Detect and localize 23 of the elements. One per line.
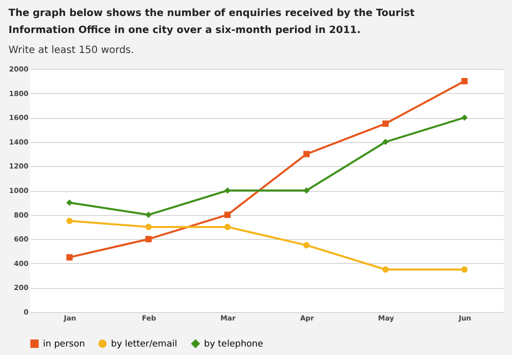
point: [382, 138, 389, 146]
point: [382, 120, 389, 127]
chart-subtitle: Write at least 150 words.: [8, 45, 134, 56]
point: [461, 78, 468, 84]
point: [224, 187, 231, 194]
point: [461, 266, 468, 273]
point: [382, 266, 389, 273]
point: [303, 187, 310, 194]
point: [66, 199, 73, 206]
legend-label: by telephone: [204, 340, 264, 350]
chart-title: The graph below shows the number of enquiries received by the Tourist Information Office in one city over a six-month period in 2011.: [8, 8, 415, 36]
point: [145, 212, 152, 218]
legend-label: in person: [43, 340, 85, 350]
point: [224, 212, 231, 218]
point: [66, 218, 73, 224]
legend-label: by letter/email: [111, 340, 178, 350]
point: [145, 224, 152, 230]
point: [461, 114, 468, 121]
point: [145, 236, 152, 242]
point: [66, 254, 73, 260]
point: [303, 242, 310, 248]
point: [224, 224, 231, 230]
point: [303, 150, 310, 158]
